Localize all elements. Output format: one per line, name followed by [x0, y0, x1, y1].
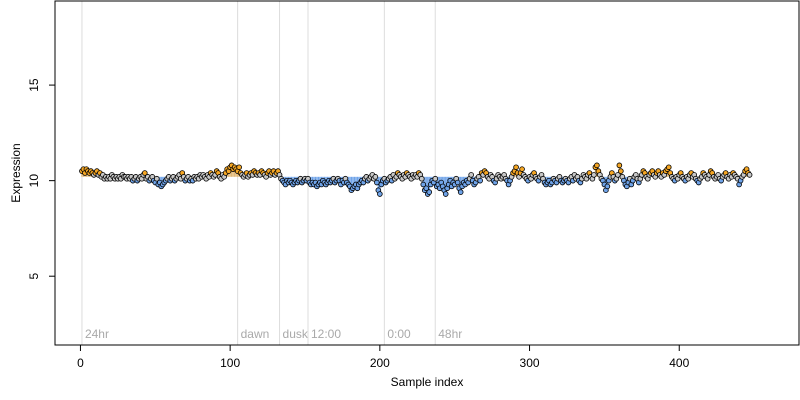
- y-axis-title: Expression: [9, 143, 23, 202]
- data-point: [454, 179, 461, 186]
- data-point: [616, 162, 623, 169]
- data-point: [142, 170, 148, 176]
- data-point: [153, 175, 160, 182]
- data-point: [442, 191, 449, 197]
- data-point: [591, 172, 597, 178]
- x-axis-title: Sample index: [391, 375, 464, 389]
- event-label-3: 12:00: [311, 327, 341, 341]
- event-markers: 24hr dawn dusk 12:00 0:00 48hr: [81, 1, 462, 345]
- data-point: [457, 189, 464, 195]
- data-point: [236, 164, 242, 171]
- data-point: [604, 183, 611, 190]
- data-point: [420, 181, 427, 188]
- data-point: [615, 172, 621, 178]
- event-label-2: dusk: [283, 327, 309, 341]
- y-tick-label: 10: [27, 174, 41, 188]
- event-label-1: dawn: [241, 327, 270, 341]
- data-point: [477, 177, 483, 184]
- event-label-0: 24hr: [85, 327, 109, 341]
- x-axis: 0 100 200 300 400: [77, 345, 690, 370]
- data-point: [519, 166, 525, 172]
- x-tick-label: 400: [669, 356, 689, 370]
- y-axis: 5 10 15: [27, 78, 55, 280]
- data-points: [79, 162, 753, 197]
- data-point: [426, 189, 433, 195]
- data-point: [372, 174, 379, 180]
- event-label-4: 0:00: [387, 327, 411, 341]
- data-point: [468, 172, 474, 178]
- x-tick-label: 100: [220, 356, 240, 370]
- plot-frame: [54, 0, 800, 346]
- y-tick-label: 15: [27, 78, 41, 92]
- data-point: [374, 179, 380, 186]
- data-point: [377, 191, 383, 197]
- data-point: [513, 164, 519, 171]
- data-point: [618, 168, 624, 174]
- data-point: [746, 172, 753, 178]
- x-tick-label: 0: [77, 356, 84, 370]
- data-point: [418, 175, 425, 182]
- y-tick-label: 5: [27, 273, 41, 280]
- event-label-5: 48hr: [438, 327, 462, 341]
- data-point: [594, 162, 600, 169]
- x-tick-label: 200: [370, 356, 390, 370]
- x-tick-label: 300: [520, 356, 540, 370]
- data-point: [665, 164, 672, 171]
- data-point: [432, 175, 439, 182]
- data-point: [423, 185, 430, 192]
